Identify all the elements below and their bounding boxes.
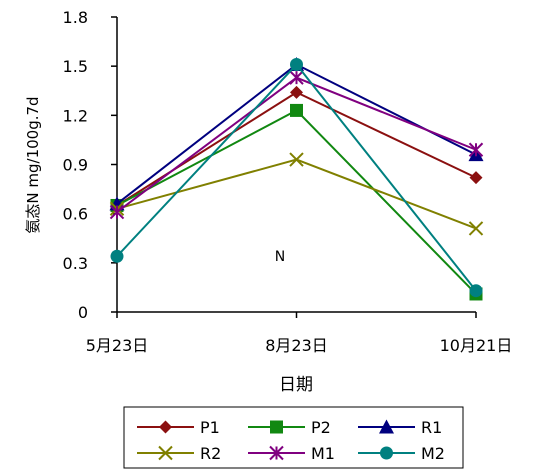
series-m1	[109, 70, 484, 220]
legend-marker	[379, 419, 394, 434]
x-tick-label: 5月23日	[86, 336, 149, 355]
data-point-m1	[468, 142, 484, 157]
data-point-r2	[289, 152, 304, 167]
series-m2	[110, 58, 483, 298]
legend-label: P2	[311, 418, 331, 437]
annotation-text: N	[275, 249, 285, 265]
data-point-r2	[468, 221, 484, 236]
x-tick-label: 10月21日	[440, 336, 513, 355]
data-point-m2	[290, 58, 303, 72]
legend-box	[123, 406, 464, 469]
y-tick-label: 1.2	[63, 106, 88, 125]
series-layer	[109, 57, 484, 301]
y-tick-label: 0	[78, 303, 88, 322]
data-point-p2	[290, 103, 303, 117]
x-tick-label: 8月23日	[265, 336, 328, 355]
data-point-m1	[289, 70, 304, 85]
x-axis-label: 日期	[279, 375, 313, 395]
series-line-r1	[116, 63, 477, 205]
y-tick-label: 0.3	[63, 254, 88, 273]
legend-item-p1: P1	[137, 418, 220, 437]
legend-label: R1	[421, 418, 442, 437]
data-point-m2	[469, 284, 483, 298]
series-line-r2	[116, 158, 477, 230]
legend-item-m1: M1	[248, 444, 335, 463]
legend-item-r1: R1	[358, 418, 442, 437]
legend-marker	[158, 445, 173, 461]
legend-label: R2	[200, 444, 221, 463]
data-point-p1	[469, 171, 483, 185]
legend-marker	[270, 420, 283, 434]
data-point-m1	[109, 204, 125, 220]
legend-marker	[159, 420, 172, 434]
y-tick-label: 1.5	[63, 57, 88, 76]
legend: P1 P2 R1 R2 M1 M2	[123, 406, 464, 469]
legend-label: M2	[421, 444, 445, 463]
data-point-p1	[290, 85, 303, 99]
y-tick-label: 0.6	[63, 205, 88, 224]
legend-marker	[380, 446, 393, 460]
data-point-m2	[110, 249, 124, 263]
legend-label: M1	[311, 444, 335, 463]
series-line-p2	[116, 109, 477, 295]
legend-label: P1	[200, 418, 220, 437]
legend-marker	[269, 445, 284, 461]
y-tick-label: 1.8	[63, 8, 88, 27]
legend-item-m2: M2	[358, 444, 445, 463]
y-tick-label: 0.9	[63, 156, 88, 175]
legend-item-p2: P2	[248, 418, 331, 437]
axes: 0 0.3 0.6 0.9 1.2 1.5 1.8 5月23日 8月23日 10月21日	[63, 8, 513, 355]
legend-item-r2: R2	[137, 444, 221, 463]
y-axis-label: 氨态N mg/100g.7d	[24, 96, 42, 233]
